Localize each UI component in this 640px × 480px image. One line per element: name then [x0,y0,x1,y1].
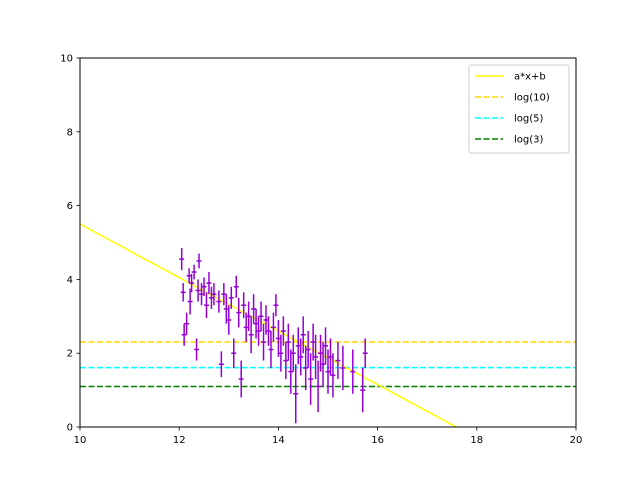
data-layer [80,223,576,427]
data-point-49 [295,327,301,365]
data-point-48 [293,364,299,424]
data-point-45 [285,323,291,361]
data-point-58 [318,334,324,372]
legend-entry-2: log(5) [475,114,544,125]
data-point-35 [261,323,266,361]
data-point-50 [298,338,304,376]
data-point-37 [266,316,271,346]
data-point-60 [323,327,328,365]
data-point-19 [221,283,227,306]
data-point-47 [290,334,296,372]
data-point-41 [275,319,281,357]
data-point-59 [320,342,326,387]
x-tick-label-4: 18 [470,435,483,446]
data-point-26 [238,360,244,398]
data-point-3 [184,312,190,335]
x-tick-label-0: 10 [74,435,87,446]
data-point-9 [195,279,201,302]
data-point-15 [208,286,214,309]
y-tick-label-1: 2 [67,349,73,360]
data-point-2 [181,323,187,346]
data-point-64 [335,342,341,380]
data-point-14 [206,272,212,295]
legend-box [468,64,570,154]
data-point-23 [231,338,237,368]
x-tick-label-1: 12 [173,435,186,446]
axis-layer: 10 12 14 16 18 20 0 2 4 6 8 10 [60,54,582,447]
data-point-18 [218,351,224,378]
data-point-42 [278,334,284,372]
data-point-29 [246,301,252,332]
data-point-38 [268,331,274,368]
data-point-4 [186,268,192,284]
data-point-28 [243,312,249,343]
y-tick-label-0: 0 [67,423,73,434]
data-point-13 [204,292,209,319]
data-point-44 [283,342,289,380]
data-point-43 [280,316,286,346]
data-point-65 [340,345,346,391]
data-point-62 [328,338,333,376]
data-point-68 [362,338,368,368]
data-point-36 [263,305,269,335]
data-point-34 [258,301,264,332]
data-point-27 [241,292,247,319]
legend-label-1: log(10) [514,93,550,104]
y-tick-label-2: 4 [67,275,73,286]
data-point-66 [350,349,356,394]
x-tick-label-2: 14 [272,435,285,446]
plot-content [80,223,576,427]
data-point-40 [273,294,279,317]
data-point-21 [226,305,232,335]
data-point-53 [305,331,311,368]
data-point-0 [179,248,185,271]
legend: a*x+b log(10) log(5) log(3) [468,64,570,154]
data-point-39 [270,312,276,343]
data-point-6 [189,273,195,293]
legend-entry-3: log(3) [475,135,544,146]
data-point-1 [180,283,186,302]
y-tick-label-5: 10 [60,54,73,65]
data-point-67 [360,367,366,413]
data-point-16 [211,283,217,306]
x-tick-label-3: 16 [371,435,384,446]
data-point-22 [228,286,234,309]
y-tick-label-3: 6 [67,201,73,212]
data-point-20 [223,294,229,324]
legend-label-3: log(3) [514,135,544,146]
legend-label-2: log(5) [514,114,544,125]
data-point-31 [251,294,257,324]
legend-entry-0: a*x+b [475,72,546,83]
data-point-52 [303,345,309,391]
data-point-56 [313,334,319,380]
data-point-10 [196,253,202,269]
data-point-51 [300,316,306,354]
legend-entry-1: log(10) [475,93,550,104]
data-point-57 [315,360,321,413]
data-point-63 [330,353,336,398]
data-point-8 [194,338,200,361]
y-tick-label-4: 8 [67,127,73,138]
x-tick-label-5: 20 [570,435,583,446]
data-point-30 [248,316,254,354]
plot-frame [79,57,577,428]
data-point-54 [308,353,314,405]
data-point-46 [288,349,294,394]
data-point-24 [233,275,239,298]
data-point-32 [253,308,259,339]
data-point-5 [187,288,193,315]
data-point-7 [191,264,197,280]
data-point-33 [256,316,262,346]
data-point-17 [216,290,222,313]
data-point-25 [236,297,242,328]
data-point-12 [201,277,207,297]
data-point-55 [310,323,316,361]
legend-label-0: a*x+b [514,72,546,83]
